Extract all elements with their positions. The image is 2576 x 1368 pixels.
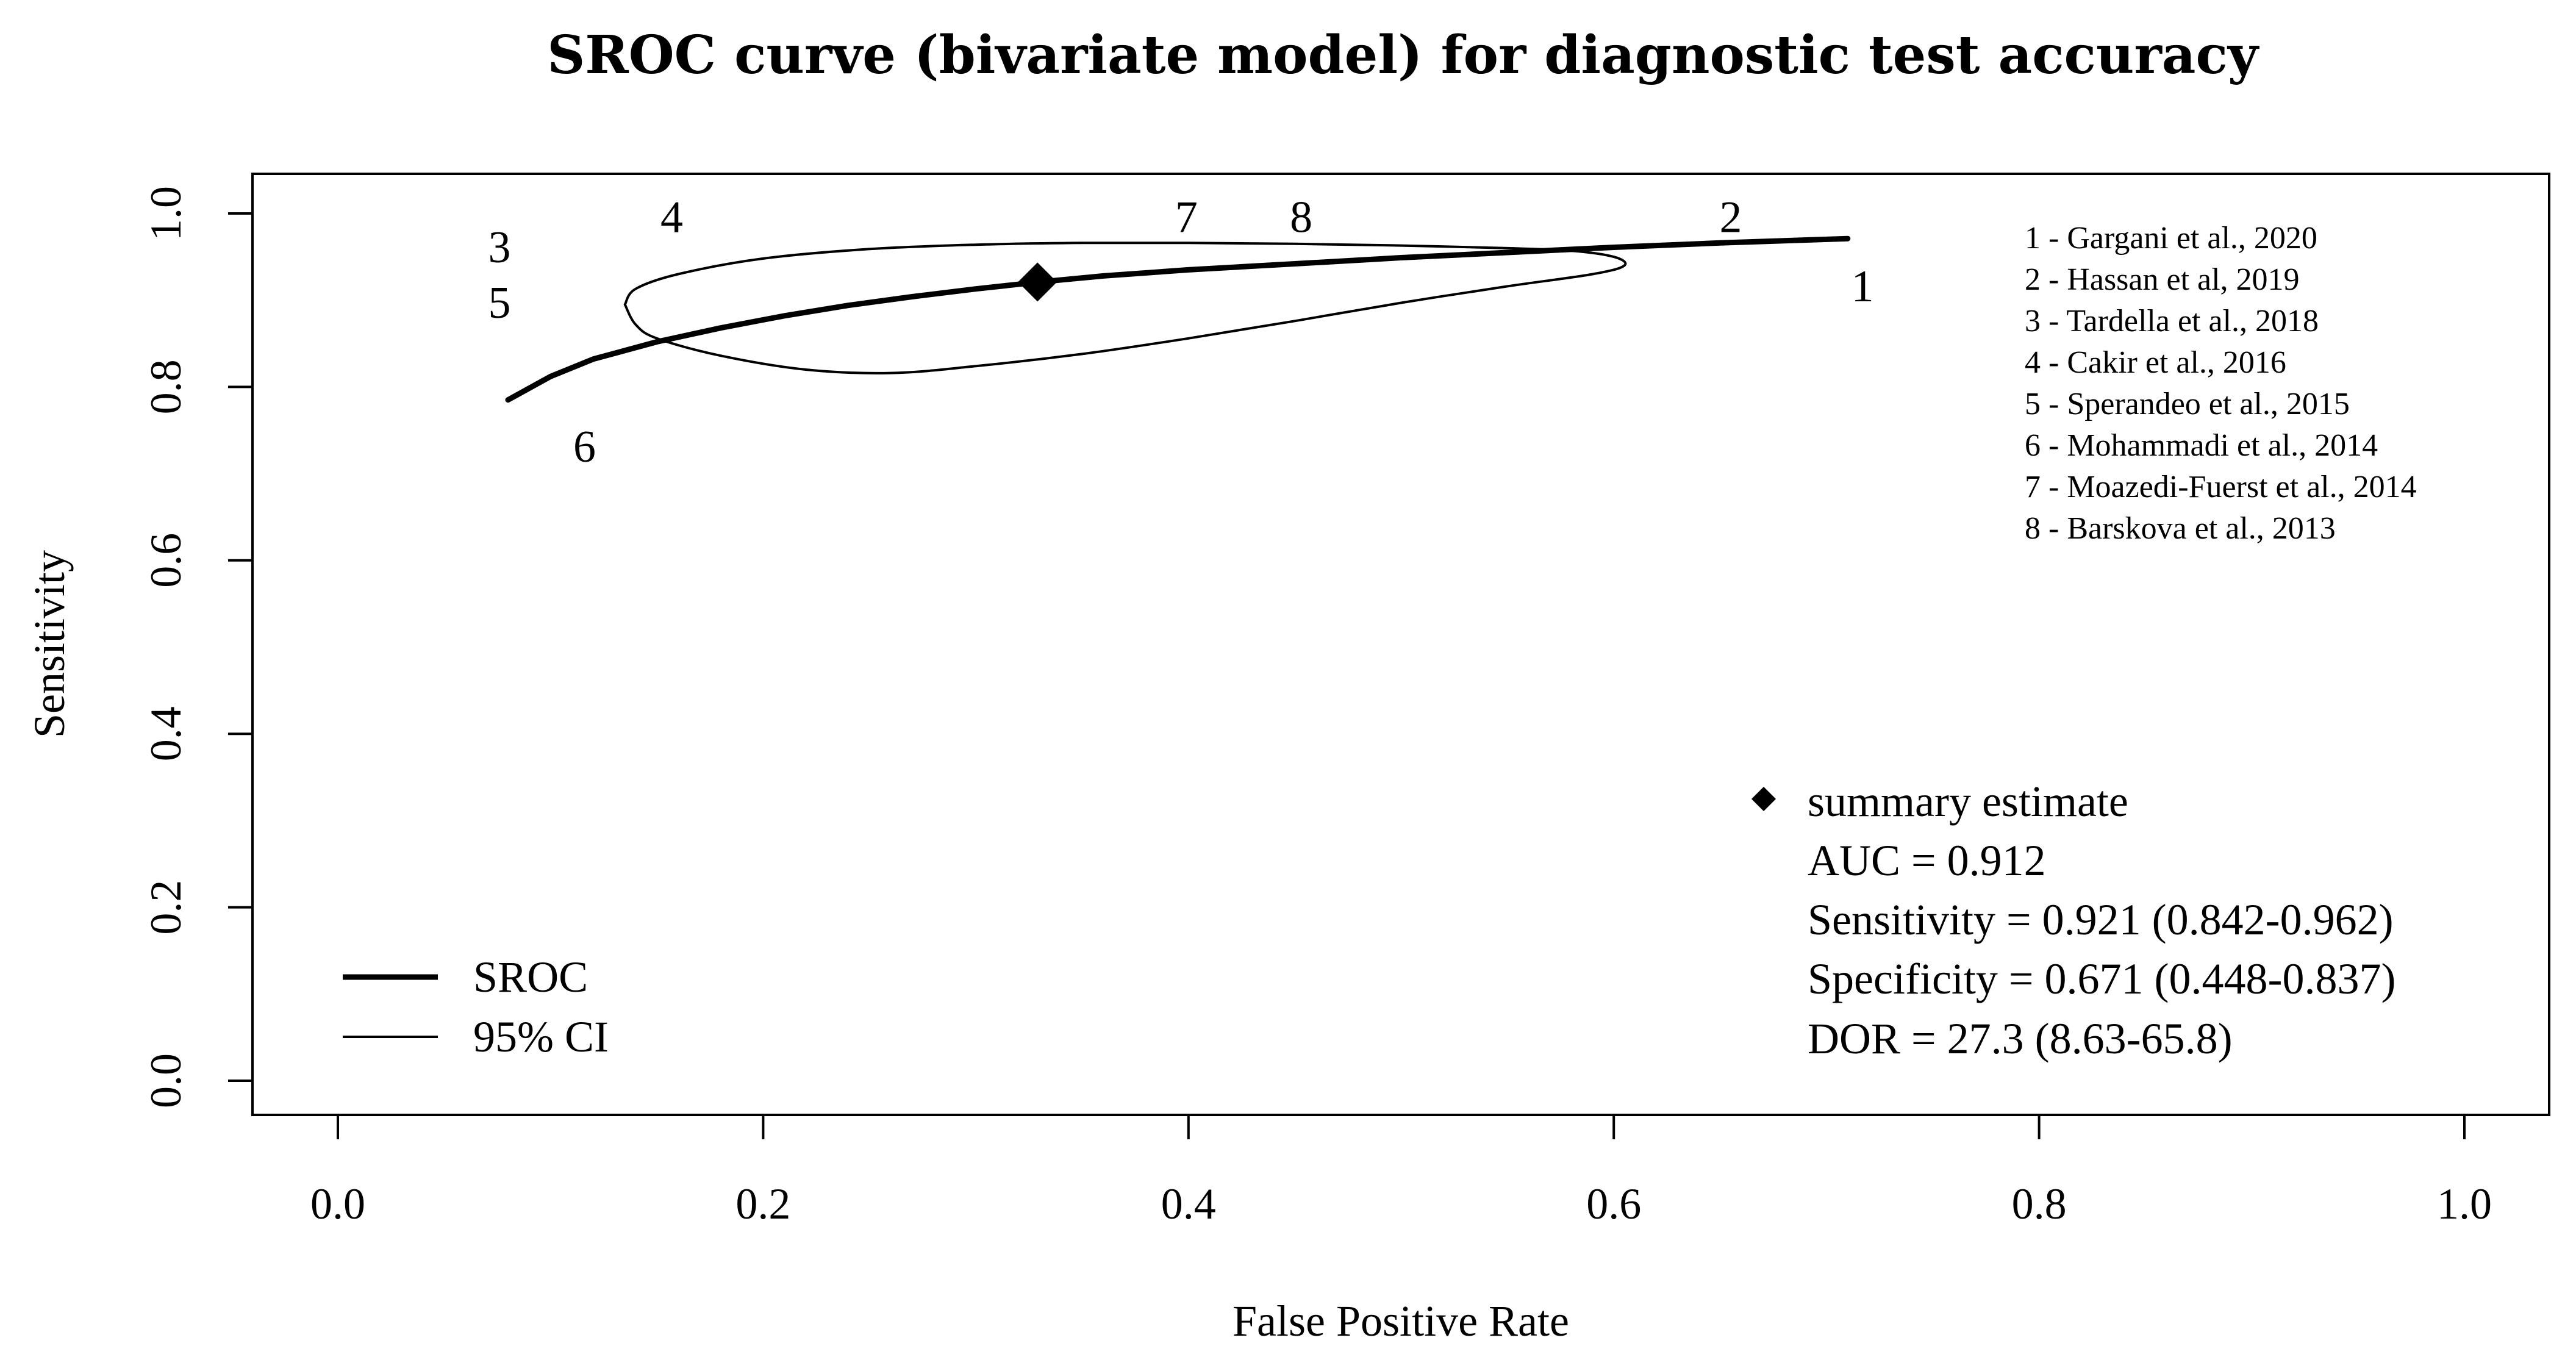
study-label-2: 2 <box>1719 192 1742 242</box>
study-label-5: 5 <box>488 278 511 328</box>
legend-sroc-label: SROC <box>473 953 588 1001</box>
x-axis-label: False Positive Rate <box>1233 1297 1569 1345</box>
study-label-3: 3 <box>488 223 511 273</box>
y-tick-label: 1.0 <box>141 186 190 241</box>
y-ticks: 0.0 0.2 0.4 0.6 0.8 1.0 <box>141 186 252 1108</box>
x-tick-label: 0.8 <box>2012 1180 2067 1228</box>
y-tick-label: 0.0 <box>141 1053 190 1108</box>
legend-ci-label: 95% CI <box>473 1012 609 1061</box>
specificity-text: Specificity = 0.671 (0.448-0.837) <box>1808 954 2395 1003</box>
study-legend-entry: 3 - Tardella et al., 2018 <box>2025 304 2319 338</box>
y-axis-label: Sensitivity <box>25 550 74 738</box>
study-label-7: 7 <box>1175 192 1198 242</box>
study-legend-entry: 2 - Hassan et al, 2019 <box>2025 262 2300 297</box>
study-legend-entry: 6 - Mohammadi et al., 2014 <box>2025 428 2378 463</box>
study-legend-entry: 1 - Gargani et al., 2020 <box>2025 221 2317 256</box>
study-legend-entry: 4 - Cakir et al., 2016 <box>2025 345 2286 380</box>
study-legend: 1 - Gargani et al., 2020 2 - Hassan et al… <box>2025 221 2417 546</box>
y-tick-label: 0.6 <box>141 533 190 588</box>
auc-text: AUC = 0.912 <box>1808 836 2046 885</box>
x-tick-label: 1.0 <box>2437 1180 2492 1228</box>
study-labels: 1 2 3 4 5 6 7 8 <box>488 192 1874 472</box>
x-ticks: 0.0 0.2 0.4 0.6 0.8 1.0 <box>310 1115 2492 1228</box>
study-legend-entry: 8 - Barskova et al., 2013 <box>2025 511 2336 546</box>
summary-legend: summary estimate AUC = 0.912 Sensitivity… <box>1751 777 2395 1063</box>
sensitivity-text: Sensitivity = 0.921 (0.842-0.962) <box>1808 895 2394 944</box>
study-label-4: 4 <box>660 192 683 242</box>
y-tick-label: 0.8 <box>141 359 190 414</box>
summary-estimate-point <box>1018 262 1057 302</box>
y-tick-label: 0.4 <box>141 706 190 761</box>
confidence-region <box>623 242 1627 374</box>
x-tick-label: 0.2 <box>735 1180 790 1228</box>
line-legend: SROC 95% CI <box>343 953 609 1061</box>
sroc-curve <box>505 235 1851 403</box>
study-legend-entry: 5 - Sperandeo et al., 2015 <box>2025 387 2350 421</box>
study-legend-entry: 7 - Moazedi-Fuerst et al., 2014 <box>2025 470 2417 504</box>
x-tick-label: 0.4 <box>1161 1180 1216 1228</box>
summary-legend-diamond-icon <box>1751 787 1776 811</box>
dor-text: DOR = 27.3 (8.63-65.8) <box>1808 1014 2233 1063</box>
x-tick-label: 0.6 <box>1586 1180 1641 1228</box>
study-label-1: 1 <box>1852 262 1874 312</box>
chart-title: SROC curve (bivariate model) for diagnos… <box>547 24 2260 86</box>
study-label-6: 6 <box>573 422 596 472</box>
y-tick-label: 0.2 <box>141 880 190 935</box>
summary-legend-marker-label: summary estimate <box>1808 777 2128 826</box>
x-tick-label: 0.0 <box>310 1180 365 1228</box>
study-label-8: 8 <box>1290 192 1312 242</box>
